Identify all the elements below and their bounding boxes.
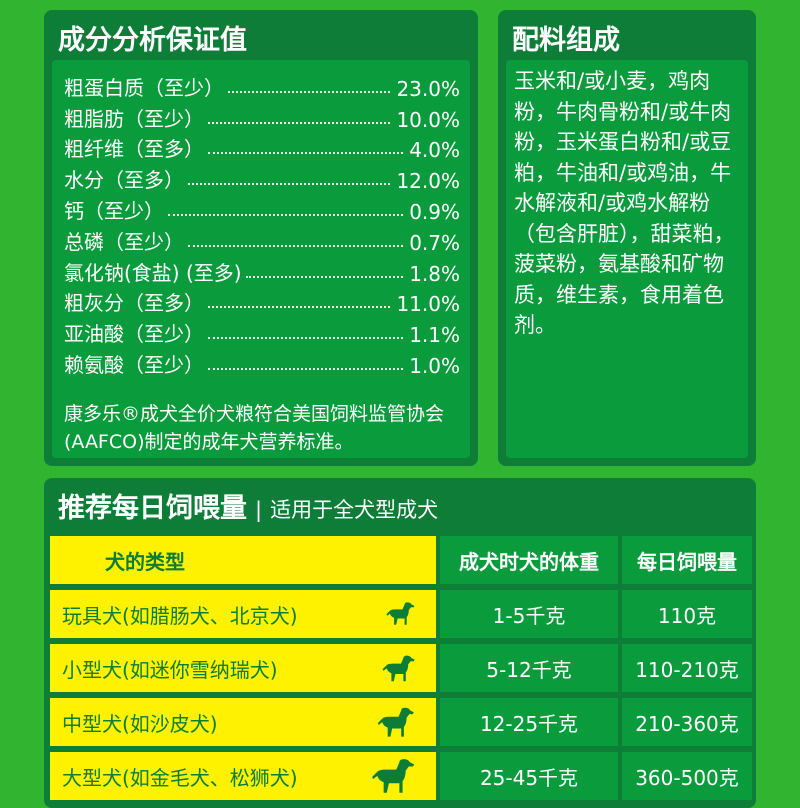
- analysis-row: 粗灰分（至多） 11.0%: [64, 286, 460, 317]
- dog-type-cell: 大型犬(如金毛犬、松狮犬): [50, 752, 436, 800]
- nutrient-value: 0.7%: [409, 230, 460, 255]
- nutrient-value: 1.8%: [409, 261, 460, 286]
- analysis-row: 亚油酸（至少） 1.1%: [64, 316, 460, 347]
- medium-dog-icon: [378, 707, 415, 737]
- amount-cell: 210-360克: [622, 698, 752, 746]
- table-header-row: 犬的类型 成犬时犬的体重 每日饲喂量: [50, 536, 752, 584]
- table-row: 玩具犬(如腊肠犬、北京犬) 1-5千克 110克: [50, 590, 752, 638]
- feeding-subtitle: 适用于全犬型成犬: [270, 498, 439, 522]
- amount-cell: 110-210克: [622, 644, 752, 692]
- feeding-panel: 推荐每日饲喂量 | 适用于全犬型成犬 犬的类型 成犬时犬的体重 每日饲喂量 玩具犬(…: [44, 478, 756, 808]
- analysis-row: 总磷（至少） 0.7%: [64, 224, 460, 255]
- analysis-row: 粗纤维（至多） 4.0%: [64, 132, 460, 163]
- amount-cell: 360-500克: [622, 752, 752, 800]
- dot-leader: [245, 275, 404, 278]
- guaranteed-analysis-body: 粗蛋白质（至少） 23.0% 粗脂肪（至少） 10.0% 粗纤维（至多） 4.0% 水分（至…: [52, 60, 470, 458]
- nutrient-value: 23.0%: [396, 76, 460, 101]
- weight-cell: 5-12千克: [440, 644, 618, 692]
- dot-leader: [228, 90, 391, 93]
- analysis-row: 水分（至多） 12.0%: [64, 162, 460, 193]
- header-weight: 成犬时犬的体重: [440, 536, 618, 584]
- ingredients-panel: 配料组成 玉米和/或小麦，鸡肉粉，牛肉骨粉和/或牛肉粉，玉米蛋白粉和/或豆粕，牛…: [498, 10, 756, 466]
- amount-cell: 110克: [622, 590, 752, 638]
- large-dog-icon: [371, 759, 414, 793]
- nutrient-value: 4.0%: [409, 138, 460, 163]
- nutrient-name: 粗脂肪（至少）: [64, 106, 204, 131]
- toy-dog-icon: [386, 602, 415, 626]
- analysis-row: 氯化钠(食盐) (至多) 1.8%: [64, 255, 460, 286]
- dot-leader: [188, 183, 391, 186]
- nutrient-value: 12.0%: [396, 169, 460, 194]
- dog-type-cell: 玩具犬(如腊肠犬、北京犬): [50, 590, 436, 638]
- feeding-title: 推荐每日饲喂量 | 适用于全犬型成犬: [58, 486, 438, 525]
- analysis-row: 粗蛋白质（至少） 23.0%: [64, 70, 460, 101]
- nutrient-value: 1.1%: [409, 323, 460, 348]
- dog-type: 玩具犬(如腊肠犬、北京犬): [62, 603, 298, 628]
- dot-leader: [188, 244, 404, 247]
- nutrient-name: 粗蛋白质（至少）: [64, 75, 224, 100]
- table-row: 大型犬(如金毛犬、松狮犬) 25-45千克 360-500克: [50, 752, 752, 800]
- analysis-row: 赖氨酸（至少） 1.0%: [64, 347, 460, 378]
- nutrient-value: 1.0%: [409, 353, 460, 378]
- nutrient-name: 氯化钠(食盐) (至多): [64, 260, 242, 285]
- dog-type: 中型犬(如沙皮犬): [62, 711, 218, 736]
- feeding-title-text: 推荐每日饲喂量: [58, 493, 247, 524]
- dot-leader: [208, 152, 404, 155]
- dot-leader: [208, 306, 391, 309]
- weight-cell: 12-25千克: [440, 698, 618, 746]
- nutrient-name: 赖氨酸（至少）: [64, 352, 204, 377]
- dog-type: 小型犬(如迷你雪纳瑞犬): [62, 657, 278, 682]
- dot-leader: [208, 337, 404, 340]
- header-dog-type: 犬的类型: [50, 536, 436, 584]
- dog-type: 大型犬(如金毛犬、松狮犬): [62, 765, 298, 790]
- nutrient-name: 钙（至少）: [64, 198, 164, 223]
- dog-type-cell: 小型犬(如迷你雪纳瑞犬): [50, 644, 436, 692]
- nutrient-value: 11.0%: [396, 292, 460, 317]
- dot-leader: [208, 121, 391, 124]
- header-amount: 每日饲喂量: [622, 536, 752, 584]
- nutrient-name: 水分（至多）: [64, 168, 184, 193]
- nutrient-name: 粗纤维（至多）: [64, 137, 204, 162]
- title-separator: |: [255, 498, 263, 522]
- dog-type-cell: 中型犬(如沙皮犬): [50, 698, 436, 746]
- small-dog-icon: [382, 655, 415, 681]
- nutrient-name: 亚油酸（至少）: [64, 322, 204, 347]
- table-row: 小型犬(如迷你雪纳瑞犬) 5-12千克 110-210克: [50, 644, 752, 692]
- analysis-row: 粗脂肪（至少） 10.0%: [64, 101, 460, 132]
- guaranteed-analysis-panel: 成分分析保证值 粗蛋白质（至少） 23.0% 粗脂肪（至少） 10.0% 粗纤维（至多）…: [44, 10, 478, 466]
- dot-leader: [168, 213, 404, 216]
- nutrient-value: 10.0%: [396, 107, 460, 132]
- feeding-table: 犬的类型 成犬时犬的体重 每日饲喂量 玩具犬(如腊肠犬、北京犬) 1-5千克 110…: [46, 530, 756, 806]
- weight-cell: 25-45千克: [440, 752, 618, 800]
- analysis-row: 钙（至少） 0.9%: [64, 193, 460, 224]
- ingredients-text: 玉米和/或小麦，鸡肉粉，牛肉骨粉和/或牛肉粉，玉米蛋白粉和/或豆粕，牛油和/或鸡…: [506, 60, 748, 458]
- nutrient-name: 粗灰分（至多）: [64, 291, 204, 316]
- dot-leader: [208, 367, 404, 370]
- guaranteed-analysis-title: 成分分析保证值: [58, 25, 247, 56]
- ingredients-title: 配料组成: [512, 25, 620, 56]
- nutrient-name: 总磷（至少）: [64, 229, 184, 254]
- table-row: 中型犬(如沙皮犬) 12-25千克 210-360克: [50, 698, 752, 746]
- aafco-note: 康多乐®成犬全价犬粮符合美国饲料监管协会(AAFCO)制定的成年犬营养标准。: [64, 402, 445, 453]
- weight-cell: 1-5千克: [440, 590, 618, 638]
- nutrient-value: 0.9%: [409, 199, 460, 224]
